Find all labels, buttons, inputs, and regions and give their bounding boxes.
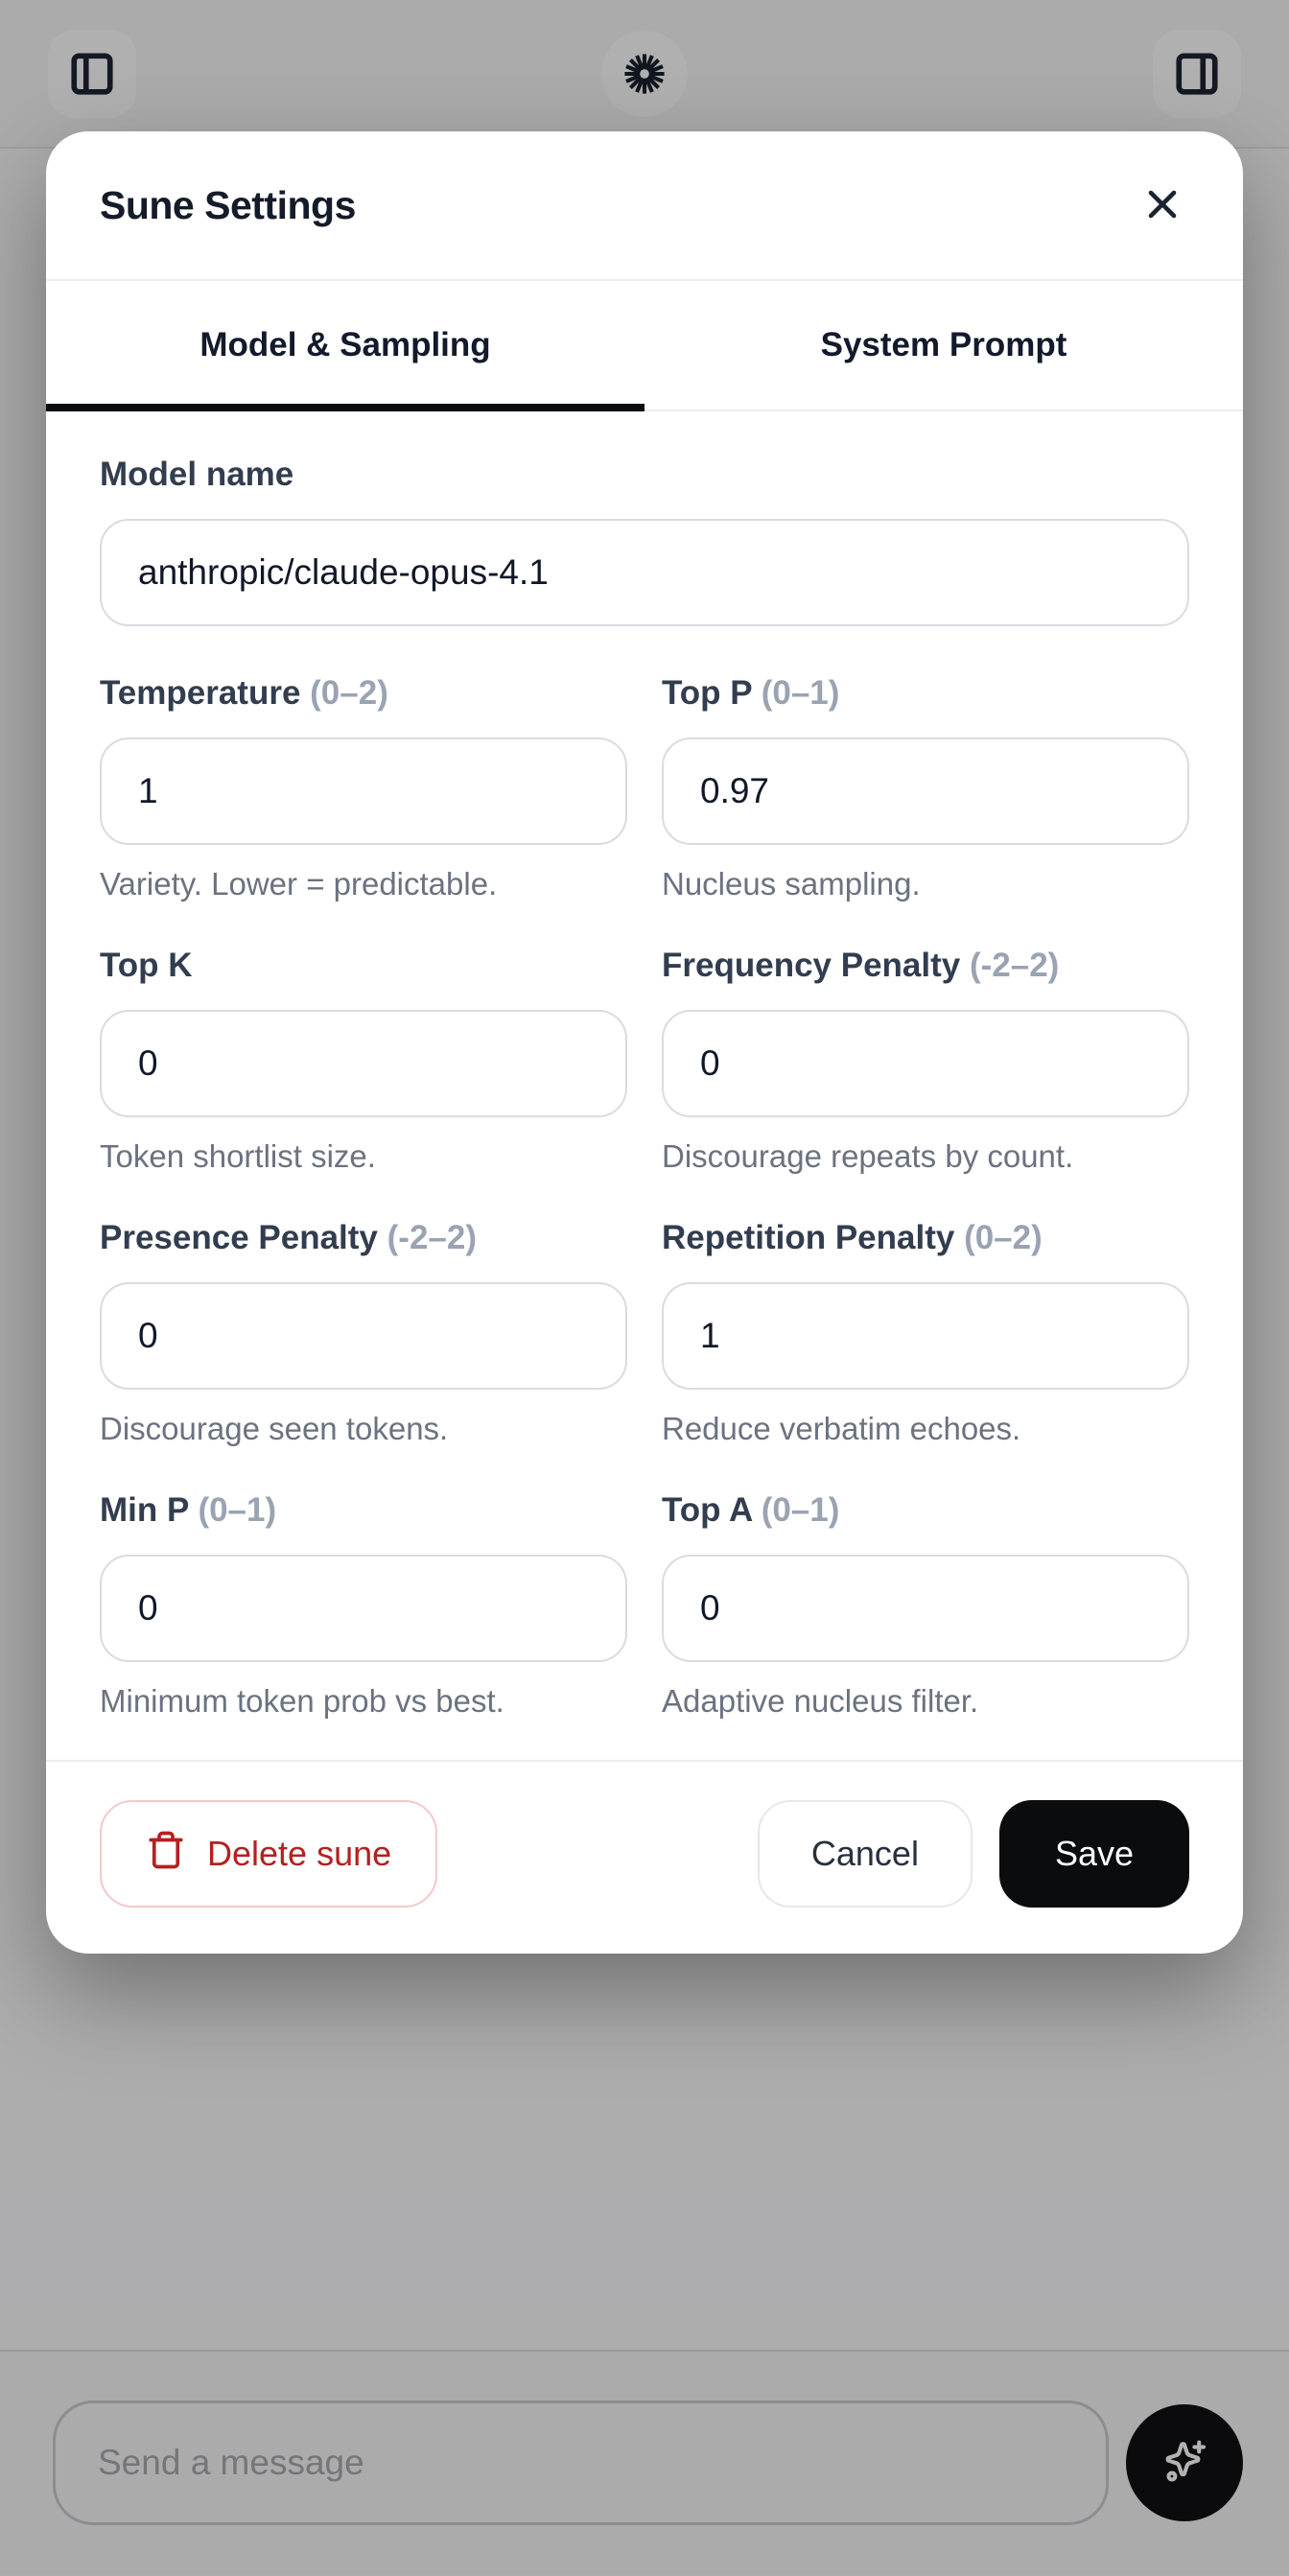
presence-penalty-field: Presence Penalty (-2–2) Discourage seen …: [100, 1219, 627, 1447]
top-p-range: (0–1): [761, 674, 840, 712]
min-p-hint: Minimum token prob vs best.: [100, 1683, 504, 1719]
sparkle-plus-icon: [1157, 2434, 1212, 2493]
dialog-footer: Delete sune Cancel Save: [46, 1760, 1243, 1954]
repetition-penalty-input[interactable]: [662, 1282, 1189, 1390]
message-input[interactable]: [53, 2400, 1109, 2525]
delete-sune-button[interactable]: Delete sune: [100, 1800, 438, 1908]
panel-left-icon: [68, 50, 116, 98]
close-button[interactable]: [1132, 174, 1193, 238]
repetition-penalty-hint: Reduce verbatim echoes.: [662, 1411, 1021, 1446]
top-p-label: Top P (0–1): [662, 674, 840, 712]
top-p-hint: Nucleus sampling.: [662, 866, 921, 902]
repetition-penalty-label: Repetition Penalty (0–2): [662, 1219, 1043, 1256]
frequency-penalty-field: Frequency Penalty (-2–2) Discourage repe…: [662, 947, 1189, 1175]
dialog-title: Sune Settings: [100, 182, 356, 227]
top-k-input[interactable]: [100, 1010, 627, 1117]
top-a-range: (0–1): [761, 1491, 840, 1529]
model-name-label: Model name: [100, 456, 294, 493]
settings-form: Model name Temperature (0–2) Variety. Lo…: [46, 411, 1243, 1760]
cancel-button[interactable]: Cancel: [757, 1800, 973, 1908]
starburst-logo-icon: [620, 49, 669, 99]
left-sidebar-toggle-button[interactable]: [48, 29, 136, 118]
min-p-range: (0–1): [198, 1491, 277, 1529]
temperature-hint: Variety. Lower = predictable.: [100, 866, 498, 902]
repetition-penalty-field: Repetition Penalty (0–2) Reduce verbatim…: [662, 1219, 1189, 1447]
composer-bar: [0, 2350, 1289, 2574]
settings-tabs: Model & Sampling System Prompt: [46, 281, 1243, 411]
top-p-input[interactable]: [662, 738, 1189, 845]
min-p-field: Min P (0–1) Minimum token prob vs best.: [100, 1491, 627, 1720]
top-a-field: Top A (0–1) Adaptive nucleus filter.: [662, 1491, 1189, 1720]
frequency-penalty-range: (-2–2): [969, 947, 1060, 984]
panel-right-icon: [1173, 50, 1221, 98]
frequency-penalty-input[interactable]: [662, 1010, 1189, 1117]
presence-penalty-input[interactable]: [100, 1282, 627, 1390]
tab-system-prompt[interactable]: System Prompt: [644, 281, 1243, 410]
repetition-penalty-range: (0–2): [964, 1219, 1043, 1256]
temperature-range: (0–2): [310, 674, 388, 712]
top-a-input[interactable]: [662, 1555, 1189, 1662]
temperature-input[interactable]: [100, 738, 627, 845]
presence-penalty-range: (-2–2): [387, 1219, 478, 1256]
tab-model-sampling[interactable]: Model & Sampling: [46, 281, 644, 411]
top-p-field: Top P (0–1) Nucleus sampling.: [662, 674, 1189, 902]
presence-penalty-hint: Discourage seen tokens.: [100, 1411, 449, 1446]
top-k-field: Top K Token shortlist size.: [100, 947, 627, 1175]
sampling-fields-grid: Temperature (0–2) Variety. Lower = predi…: [100, 674, 1189, 1720]
save-button[interactable]: Save: [998, 1800, 1189, 1908]
model-name-field: Model name: [100, 456, 1189, 626]
generate-button[interactable]: [1126, 2404, 1243, 2521]
delete-sune-label: Delete sune: [207, 1834, 392, 1873]
frequency-penalty-hint: Discourage repeats by count.: [662, 1138, 1074, 1174]
home-logo-button[interactable]: [601, 30, 688, 117]
frequency-penalty-label: Frequency Penalty (-2–2): [662, 947, 1060, 984]
sune-settings-dialog: Sune Settings Model & Sampling System Pr…: [46, 131, 1243, 1954]
temperature-label: Temperature (0–2): [100, 674, 388, 712]
right-sidebar-toggle-button[interactable]: [1153, 29, 1241, 118]
temperature-field: Temperature (0–2) Variety. Lower = predi…: [100, 674, 627, 902]
trash-icon: [146, 1830, 186, 1879]
dialog-header: Sune Settings: [46, 131, 1243, 281]
close-icon: [1139, 181, 1185, 230]
top-k-hint: Token shortlist size.: [100, 1138, 376, 1174]
top-k-label: Top K: [100, 947, 193, 984]
top-a-label: Top A (0–1): [662, 1491, 840, 1529]
top-a-hint: Adaptive nucleus filter.: [662, 1683, 979, 1719]
top-bar: [0, 0, 1289, 149]
min-p-input[interactable]: [100, 1555, 627, 1662]
model-name-input[interactable]: [100, 519, 1189, 626]
min-p-label: Min P (0–1): [100, 1491, 277, 1529]
presence-penalty-label: Presence Penalty (-2–2): [100, 1219, 478, 1256]
